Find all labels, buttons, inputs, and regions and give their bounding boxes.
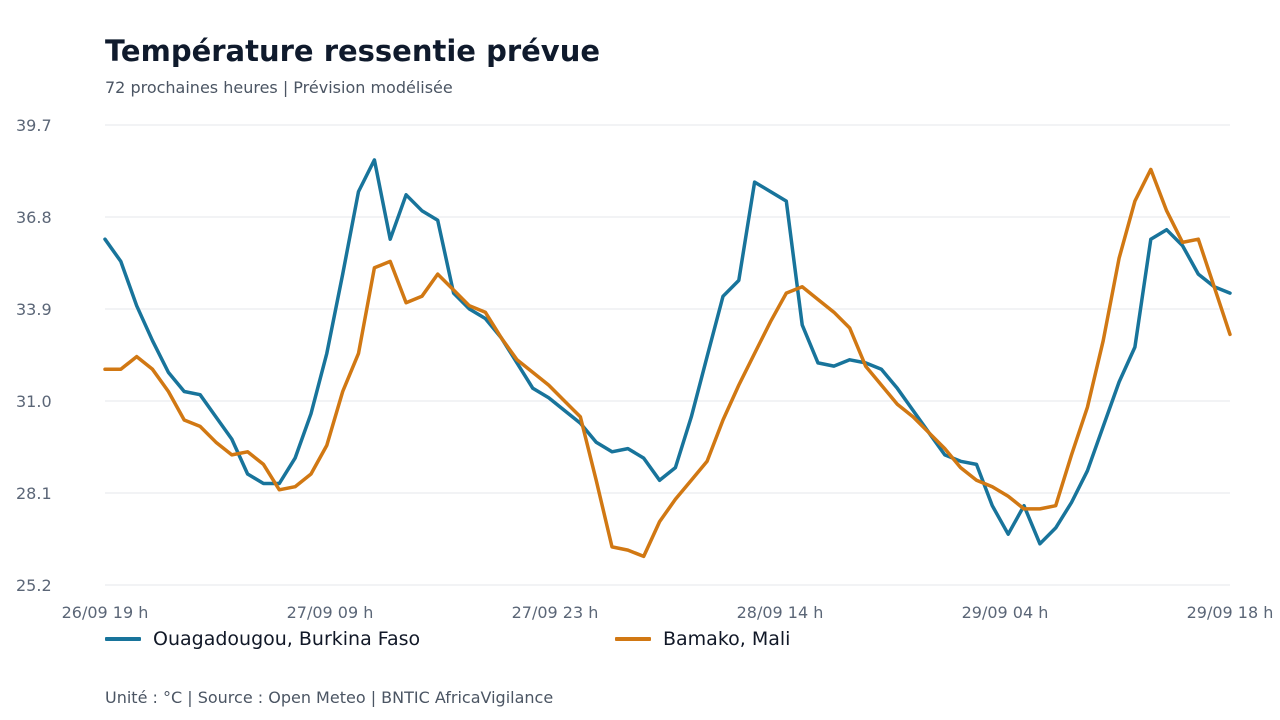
x-tick-label: 28/09 14 h — [737, 603, 824, 622]
y-tick-label: 36.8 — [16, 208, 52, 227]
grid-lines — [105, 124, 1230, 586]
y-tick-label: 25.2 — [16, 576, 52, 595]
series-lines — [103, 158, 1232, 559]
x-axis-tick-labels: 26/09 19 h 27/09 09 h 27/09 23 h 28/09 14 h… — [62, 603, 1274, 622]
chart-subtitle: 72 prochaines heures | Prévision modélis… — [105, 78, 453, 97]
x-tick-label: 29/09 18 h — [1187, 603, 1274, 622]
y-axis-tick-labels: 25.2 28.1 31.0 33.9 36.8 39.7 — [16, 116, 52, 595]
y-tick-label: 33.9 — [16, 300, 52, 319]
x-tick-label: 27/09 09 h — [287, 603, 374, 622]
legend: Ouagadougou, Burkina Faso Bamako, Mali — [105, 628, 1235, 656]
legend-label-ouagadougou: Ouagadougou, Burkina Faso — [153, 628, 421, 650]
legend-item-bamako[interactable]: Bamako, Mali — [615, 628, 790, 650]
chart-footer: Unité : °C | Source : Open Meteo | BNTIC… — [105, 688, 554, 707]
series-line-bamako — [103, 167, 1232, 559]
y-tick-label: 28.1 — [16, 484, 52, 503]
x-tick-label: 27/09 23 h — [512, 603, 599, 622]
legend-swatch-bamako — [615, 637, 651, 641]
x-tick-label: 29/09 04 h — [962, 603, 1049, 622]
series-line-ouagadougou — [103, 158, 1232, 546]
legend-item-ouagadougou[interactable]: Ouagadougou, Burkina Faso — [105, 628, 420, 650]
legend-label-bamako: Bamako, Mali — [663, 628, 791, 650]
chart-title: Température ressentie prévue — [105, 34, 601, 68]
y-tick-label: 31.0 — [16, 392, 52, 411]
x-tick-label: 26/09 19 h — [62, 603, 149, 622]
y-tick-label: 39.7 — [16, 116, 52, 135]
legend-swatch-ouagadougou — [105, 637, 141, 641]
